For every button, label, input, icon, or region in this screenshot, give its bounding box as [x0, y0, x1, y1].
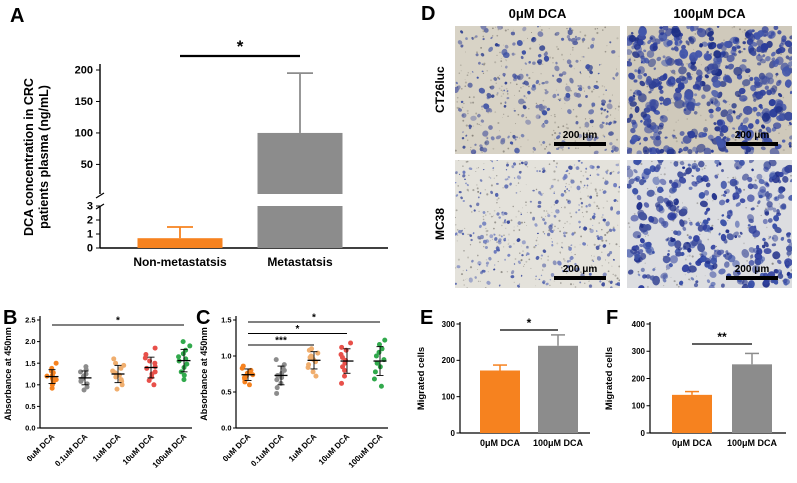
column-header-0um-dca: 0μM DCA	[508, 6, 567, 21]
svg-text:*: *	[527, 316, 532, 330]
svg-text:1.5: 1.5	[25, 359, 35, 368]
svg-text:0uM DCA: 0uM DCA	[221, 432, 253, 464]
svg-text:0.0: 0.0	[221, 424, 231, 433]
svg-text:200: 200	[75, 65, 93, 77]
svg-text:200 μm: 200 μm	[735, 264, 770, 275]
chart-A-dca-concentration: 0 1 2 3 50 100 150 200 DCA concentration in CRC p…	[22, 37, 388, 269]
svg-text:***: ***	[275, 336, 287, 347]
svg-text:Non-metastatsis: Non-metastatsis	[133, 255, 227, 269]
panel-label-C: C	[196, 307, 211, 329]
svg-text:100: 100	[632, 402, 646, 411]
column-header-100um-dca: 100μM DCA	[673, 6, 746, 21]
panel-label-B: B	[3, 307, 18, 329]
svg-text:1uM DCA: 1uM DCA	[287, 432, 319, 464]
svg-text:*: *	[237, 37, 244, 56]
svg-text:1uM DCA: 1uM DCA	[91, 432, 123, 464]
svg-text:100: 100	[75, 127, 93, 139]
svg-text:0.1uM DCA: 0.1uM DCA	[53, 432, 89, 468]
svg-text:1.5: 1.5	[221, 316, 231, 325]
svg-text:100uM DCA: 100uM DCA	[347, 432, 385, 470]
svg-text:0: 0	[87, 243, 93, 255]
svg-text:2: 2	[87, 215, 93, 227]
svg-text:2.5: 2.5	[25, 316, 35, 325]
svg-text:3: 3	[87, 201, 93, 213]
svg-text:0.0: 0.0	[25, 424, 35, 433]
panel-label-A: A	[10, 5, 25, 27]
svg-text:Migrated cells: Migrated cells	[604, 347, 615, 410]
svg-text:150: 150	[75, 96, 93, 108]
svg-text:100: 100	[442, 392, 456, 401]
svg-text:0: 0	[641, 429, 646, 438]
svg-text:0: 0	[451, 429, 456, 438]
chart-B-absorbance: 0.0 0.5 1.0 1.5 2.0 2.5 Absorbance at 450nm 0uM…	[3, 316, 193, 470]
svg-text:1: 1	[87, 229, 93, 241]
svg-text:0.1uM DCA: 0.1uM DCA	[249, 432, 285, 468]
svg-text:Absorbance at 450nm: Absorbance at 450nm	[199, 327, 209, 421]
svg-text:50: 50	[81, 159, 93, 171]
svg-text:0uM DCA: 0uM DCA	[25, 432, 57, 464]
svg-text:Absorbance at 450nm: Absorbance at 450nm	[3, 327, 13, 421]
panel-label-E: E	[420, 307, 434, 329]
svg-text:Metastatsis: Metastatsis	[267, 255, 333, 269]
svg-text:0μM DCA: 0μM DCA	[672, 438, 713, 448]
svg-text:*: *	[116, 316, 120, 327]
svg-text:*: *	[312, 313, 316, 324]
chart-F-migrated-cells: 0 100 200 300 400 Migrated cells 0μM DCA 100μM …	[604, 320, 786, 448]
row-label-ct26luc: CT26luc	[433, 66, 447, 114]
chart-C-absorbance: 0.0 0.5 1.0 1.5 Absorbance at 450nm 0uM DCA0.…	[199, 313, 388, 470]
svg-text:patients plasma (ng/mL): patients plasma (ng/mL)	[37, 85, 51, 229]
svg-text:**: **	[717, 330, 727, 344]
svg-text:2.0: 2.0	[25, 337, 35, 346]
panel-label-D: D	[421, 3, 436, 25]
svg-text:200 μm: 200 μm	[563, 130, 598, 141]
row-label-mc38: MC38	[433, 208, 447, 241]
svg-text:*: *	[296, 324, 300, 335]
micrograph-mc38-0um: 200 μm	[455, 160, 620, 288]
micrograph-ct26luc-100um: 200 μm	[627, 26, 792, 154]
panel-label-F: F	[606, 307, 619, 329]
micrograph-mc38-100um: 200 μm	[627, 160, 792, 288]
svg-text:200 μm: 200 μm	[563, 264, 598, 275]
svg-text:300: 300	[442, 320, 456, 329]
svg-text:Migrated cells: Migrated cells	[416, 347, 427, 410]
svg-text:200: 200	[632, 374, 646, 383]
svg-text:200: 200	[442, 356, 456, 365]
svg-text:100uM DCA: 100uM DCA	[151, 432, 189, 470]
svg-text:200 μm: 200 μm	[735, 130, 770, 141]
svg-text:300: 300	[632, 347, 646, 356]
svg-text:100μM DCA: 100μM DCA	[727, 438, 778, 448]
svg-text:10uM DCA: 10uM DCA	[121, 432, 156, 467]
svg-text:DCA concentration in CRC: DCA concentration in CRC	[22, 78, 36, 236]
panel-D-micrographs: 0μM DCA 100μM DCA CT26luc MC38 200 μm 20…	[415, 0, 797, 300]
svg-text:100μM DCA: 100μM DCA	[533, 438, 584, 448]
svg-text:0.5: 0.5	[221, 388, 231, 397]
svg-text:400: 400	[632, 320, 646, 329]
svg-text:0.5: 0.5	[25, 402, 35, 411]
svg-text:1.0: 1.0	[221, 352, 231, 361]
chart-E-migrated-cells: 0 100 200 300 Migrated cells 0μM DCA 100μM DCA…	[416, 316, 590, 448]
svg-text:0μM DCA: 0μM DCA	[480, 438, 521, 448]
svg-text:10uM DCA: 10uM DCA	[317, 432, 352, 467]
svg-text:1.0: 1.0	[25, 380, 35, 389]
micrograph-ct26luc-0um: 200 μm	[455, 26, 620, 154]
